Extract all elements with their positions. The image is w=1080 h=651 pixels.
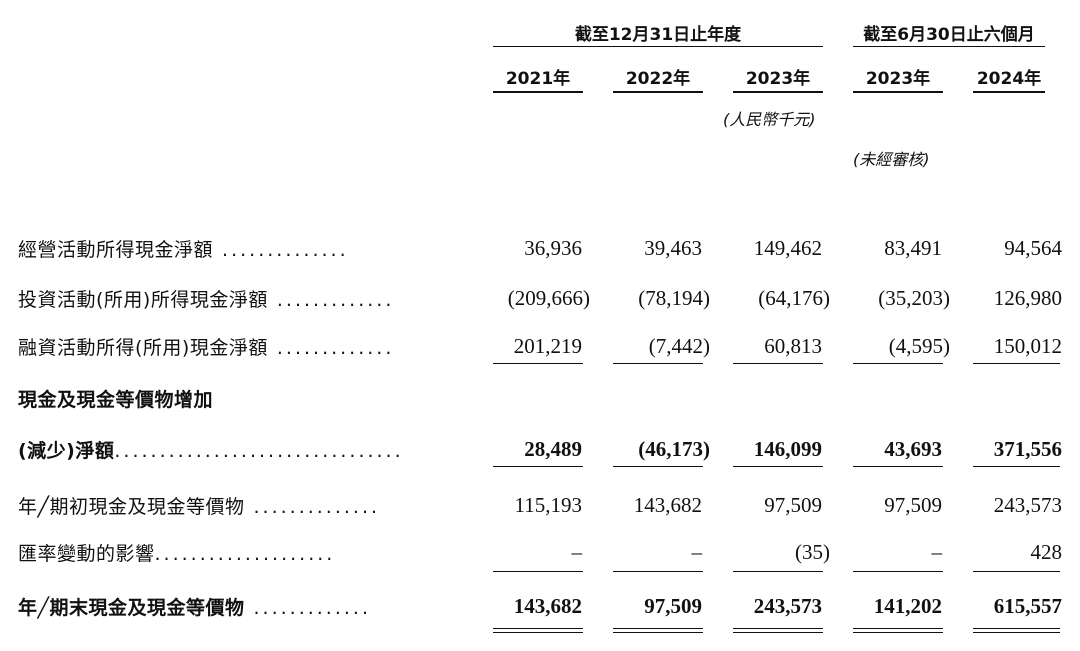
subtotal-rule <box>973 363 1060 364</box>
cell-net-change-2024-interim: 371,556 <box>993 437 1062 461</box>
cell-investing-2023: (64,176) <box>758 286 830 310</box>
year-rule <box>733 91 823 93</box>
cell-closing-2024-interim: 615,557 <box>993 594 1062 618</box>
subtotal-rule <box>613 363 703 364</box>
year-header-2023-interim: 2023年 <box>865 69 931 89</box>
row-label-financing: 融資活動所得(所用)現金淨額 ............. <box>18 337 395 359</box>
subtotal-rule <box>853 571 943 572</box>
cell-net-change-2021: 28,489 <box>524 437 582 461</box>
total-double-rule <box>493 628 583 633</box>
cell-net-change-2023-interim: 43,693 <box>884 437 942 461</box>
cell-closing-2021: 143,682 <box>513 594 582 618</box>
cell-investing-2022: (78,194) <box>638 286 710 310</box>
cell-investing-2024-interim: 126,980 <box>993 286 1062 310</box>
cell-fx-2023: (35) <box>795 540 830 564</box>
row-label-net-change-heading: 現金及現金等價物增加 <box>18 389 214 411</box>
cell-operating-2023-interim: 83,491 <box>884 236 942 260</box>
annual-header-rule <box>493 46 823 47</box>
row-label-fx-effect: 匯率變動的影響.................... <box>18 543 336 565</box>
cell-investing-2023-interim: (35,203) <box>878 286 950 310</box>
row-label-net-change: (減少)淨額................................ <box>18 440 404 462</box>
row-label-investing: 投資活動(所用)所得現金淨額 ............. <box>18 289 395 311</box>
currency-unit-note: (人民幣千元) <box>723 110 816 129</box>
cell-operating-2023: 149,462 <box>753 236 822 260</box>
cell-operating-2022: 39,463 <box>644 236 702 260</box>
subtotal-rule <box>733 466 823 467</box>
cell-fx-2021: – <box>571 540 583 564</box>
row-label-operating: 經營活動所得現金淨額 .............. <box>18 239 349 261</box>
cell-opening-2023-interim: 97,509 <box>884 493 942 517</box>
total-double-rule <box>973 628 1060 633</box>
subtotal-rule <box>613 466 703 467</box>
cell-fx-2022: – <box>691 540 703 564</box>
subtotal-rule <box>853 363 943 364</box>
cell-operating-2021: 36,936 <box>524 236 582 260</box>
unaudited-note: (未經審核) <box>853 150 930 169</box>
cell-net-change-2023: 146,099 <box>753 437 822 461</box>
row-label-closing-cash: 年╱期末現金及現金等價物 ............. <box>18 597 372 619</box>
cell-investing-2021: (209,666) <box>507 286 590 310</box>
subtotal-rule <box>493 466 583 467</box>
year-header-2022: 2022年 <box>625 69 691 89</box>
subtotal-rule <box>613 571 703 572</box>
cell-opening-2023: 97,509 <box>764 493 822 517</box>
cell-net-change-2022: (46,173) <box>638 437 710 461</box>
row-label-opening-cash: 年╱期初現金及現金等價物 .............. <box>18 496 381 518</box>
year-rule <box>973 91 1045 93</box>
year-header-2023: 2023年 <box>745 69 811 89</box>
cell-closing-2023-interim: 141,202 <box>873 594 942 618</box>
year-rule <box>853 91 943 93</box>
cell-financing-2022: (7,442) <box>648 334 710 358</box>
cell-closing-2022: 97,509 <box>644 594 702 618</box>
cell-financing-2023-interim: (4,595) <box>888 334 950 358</box>
year-rule <box>493 91 583 93</box>
subtotal-rule <box>733 571 823 572</box>
year-header-2021: 2021年 <box>505 69 571 89</box>
cell-operating-2024-interim: 94,564 <box>1004 236 1062 260</box>
cell-closing-2023: 243,573 <box>753 594 822 618</box>
cell-fx-2023-interim: – <box>931 540 943 564</box>
subtotal-rule <box>493 363 583 364</box>
total-double-rule <box>613 628 703 633</box>
interim-period-header: 截至6月30日止六個月 <box>863 25 1035 45</box>
interim-header-rule <box>853 46 1045 47</box>
subtotal-rule <box>853 466 943 467</box>
subtotal-rule <box>973 466 1060 467</box>
cell-financing-2021: 201,219 <box>513 334 582 358</box>
year-header-2024-interim: 2024年 <box>976 69 1042 89</box>
cell-financing-2023: 60,813 <box>764 334 822 358</box>
subtotal-rule <box>973 571 1060 572</box>
subtotal-rule <box>493 571 583 572</box>
year-rule <box>613 91 703 93</box>
cell-opening-2022: 143,682 <box>633 493 702 517</box>
cell-opening-2021: 115,193 <box>514 493 582 517</box>
total-double-rule <box>853 628 943 633</box>
cell-fx-2024-interim: 428 <box>1030 540 1063 564</box>
annual-period-header: 截至12月31日止年度 <box>574 25 742 45</box>
total-double-rule <box>733 628 823 633</box>
subtotal-rule <box>733 363 823 364</box>
cell-opening-2024-interim: 243,573 <box>993 493 1062 517</box>
cell-financing-2024-interim: 150,012 <box>993 334 1062 358</box>
